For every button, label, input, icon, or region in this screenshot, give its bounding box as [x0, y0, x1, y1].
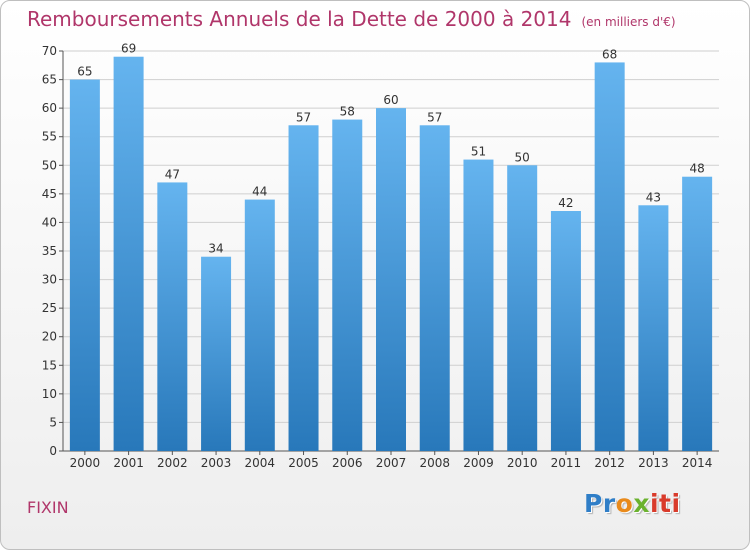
logo-part-1: Pr: [584, 489, 616, 518]
y-tick-label: 5: [49, 415, 57, 429]
bar-2013: [638, 205, 669, 451]
x-tick-label: 2005: [288, 456, 319, 470]
bar-2001: [113, 56, 144, 451]
bar-2009: [463, 159, 494, 452]
bar-2005: [288, 125, 319, 452]
bar-2006: [332, 119, 363, 452]
data-label: 43: [646, 190, 661, 204]
y-tick-label: 10: [42, 387, 57, 401]
bars: [69, 56, 713, 452]
x-tick-label: 2009: [463, 456, 494, 470]
data-label: 60: [383, 93, 398, 107]
y-tick-label: 30: [42, 273, 57, 287]
logo-part-2: o: [615, 489, 634, 518]
bar-2007: [376, 108, 406, 452]
x-tick-label: 2008: [419, 456, 450, 470]
data-label: 34: [208, 242, 223, 256]
y-tick-label: 15: [42, 358, 57, 372]
data-label: 50: [515, 150, 530, 164]
logo-part-3: x: [633, 489, 650, 518]
y-tick-label: 65: [42, 73, 57, 87]
data-label: 68: [602, 47, 617, 61]
x-tick-label: 2004: [245, 456, 276, 470]
data-label: 57: [427, 110, 442, 124]
x-tick-label: 2013: [638, 456, 669, 470]
data-label: 57: [296, 110, 311, 124]
x-tick-label: 2001: [113, 456, 144, 470]
bar-2000: [69, 79, 100, 452]
bar-2002: [157, 182, 188, 451]
commune-name: FIXIN: [27, 498, 69, 517]
y-tick-label: 35: [42, 244, 57, 258]
x-tick-label: 2012: [594, 456, 625, 470]
y-tick-label: 55: [42, 130, 57, 144]
y-tick-label: 0: [49, 444, 57, 458]
logo-part-4: iti: [649, 489, 681, 518]
bar-2008: [419, 125, 450, 452]
data-label: 44: [252, 185, 267, 199]
data-label: 51: [471, 145, 486, 159]
bar-2004: [244, 199, 275, 451]
bar-2014: [682, 176, 713, 451]
data-label: 47: [165, 167, 180, 181]
bar-2010: [507, 165, 538, 452]
x-tick-label: 2014: [682, 456, 713, 470]
chart-title: Remboursements Annuels de la Dette de 20…: [27, 7, 572, 31]
bar-2012: [594, 62, 625, 452]
chart-unit: (en milliers d'€): [581, 15, 676, 29]
proxiti-logo: Proxiti: [584, 489, 681, 518]
axes: 0 5 10 15 20 25 30 35 40 45 50 55 60 65 70 2000 2001 2002…: [42, 44, 719, 470]
y-tick-label: 50: [42, 158, 57, 172]
y-tick-label: 20: [42, 330, 57, 344]
data-label: 48: [689, 162, 704, 176]
bar-2011: [550, 211, 581, 451]
x-tick-label: 2003: [201, 456, 232, 470]
x-tick-label: 2007: [376, 456, 407, 470]
chart-title-block: Remboursements Annuels de la Dette de 20…: [27, 7, 676, 31]
x-tick-label: 2010: [507, 456, 538, 470]
data-label: 65: [77, 65, 92, 79]
x-tick-label: 2000: [70, 456, 101, 470]
y-tick-label: 25: [42, 301, 57, 315]
data-labels: 65 69 47 34 44 57 58 60 57 51 50 42 68 43 48: [77, 42, 705, 256]
data-label: 42: [558, 196, 573, 210]
bar-2003: [201, 256, 232, 451]
y-tick-label: 70: [42, 44, 57, 58]
y-tick-label: 45: [42, 187, 57, 201]
data-label: 69: [121, 42, 136, 56]
x-tick-label: 2002: [157, 456, 188, 470]
y-tick-label: 40: [42, 215, 57, 229]
x-tick-label: 2006: [332, 456, 363, 470]
data-label: 58: [340, 105, 355, 119]
y-tick-label: 60: [42, 101, 57, 115]
x-tick-label: 2011: [551, 456, 582, 470]
